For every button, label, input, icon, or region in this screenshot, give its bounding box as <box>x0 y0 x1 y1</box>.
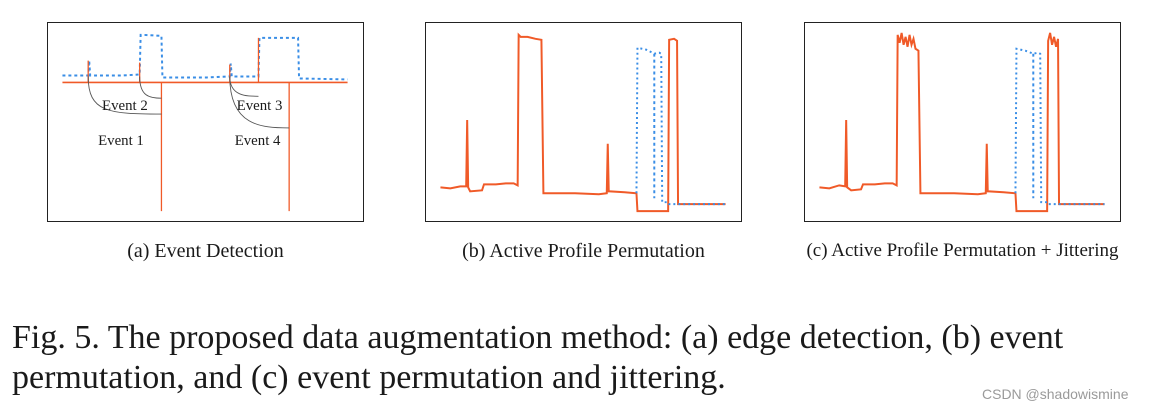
permutation-jittering-plot <box>819 32 1105 213</box>
figure-caption: Fig. 5. The proposed data augmentation m… <box>12 319 1064 396</box>
event4-bracket <box>229 76 290 129</box>
original-signal-line <box>635 46 726 206</box>
subcaption-c: (c) Active Profile Permutation + Jitteri… <box>806 240 1119 261</box>
original-signal-line <box>1014 47 1105 206</box>
event-label-4: Event 4 <box>235 133 281 149</box>
event1-bracket <box>87 76 162 115</box>
original-signal-line <box>62 33 348 81</box>
event-detection-plot: Event 2 Event 1 Event 3 Event 4 <box>62 33 348 212</box>
augmented-signal-line <box>440 32 726 213</box>
panel-active-profile-permutation <box>425 22 742 222</box>
subcaption-b: (b) Active Profile Permutation <box>462 240 705 262</box>
event-label-3: Event 3 <box>237 98 283 114</box>
subcaption-a: (a) Event Detection <box>127 240 284 262</box>
event2-bracket <box>139 76 162 99</box>
permutation-plot <box>440 32 726 213</box>
watermark: CSDN @shadowismine <box>982 386 1129 402</box>
panel-permutation-jittering <box>804 22 1121 222</box>
augmented-jittered-signal-line <box>819 32 1105 213</box>
event-label-1: Event 1 <box>98 133 144 149</box>
event3-bracket <box>229 76 259 97</box>
event-label-2: Event 2 <box>102 98 148 114</box>
panel-event-detection: Event 2 Event 1 Event 3 Event 4 <box>47 22 364 222</box>
